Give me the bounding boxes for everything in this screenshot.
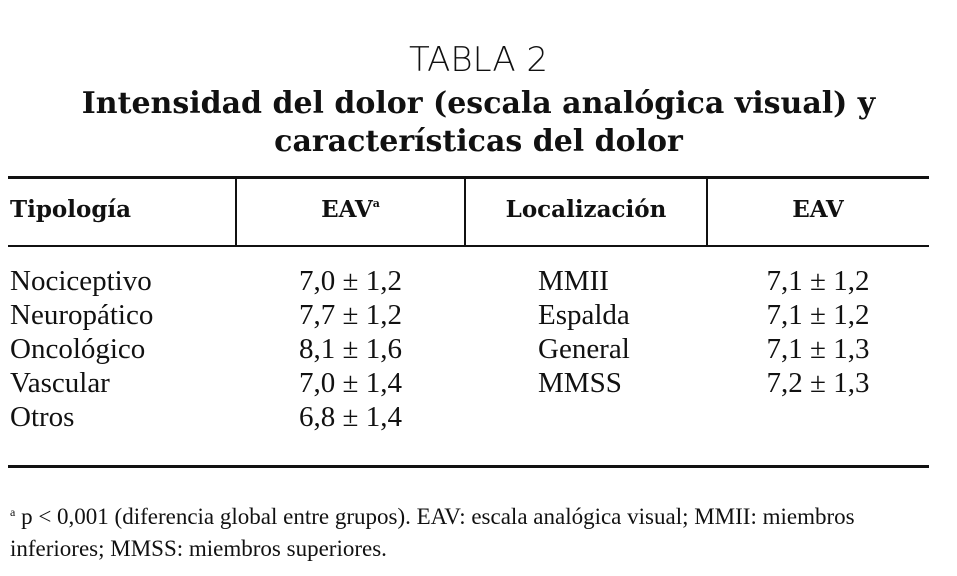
row-label: Vascular xyxy=(10,367,110,399)
cell-value: 7,1 ± 1,2 xyxy=(766,299,870,331)
footnote: a p < 0,001 (diferencia global entre gru… xyxy=(10,496,940,565)
column-separator xyxy=(235,178,237,247)
cell-value: 7,7 ± 1,2 xyxy=(299,299,402,331)
footnote-mark: a xyxy=(372,197,380,210)
cell-value: 6,8 ± 1,4 xyxy=(299,401,402,433)
table-label: TABLA 2 xyxy=(408,40,549,80)
header-rule xyxy=(8,245,929,247)
footnote-text: p < 0,001 (diferencia global entre grupo… xyxy=(10,504,855,561)
cell-value: 7,0 ± 1,4 xyxy=(299,367,402,399)
row-label: Neuropático xyxy=(10,299,154,331)
column-separator xyxy=(706,178,708,247)
row-label: Nociceptivo xyxy=(10,265,152,297)
top-rule xyxy=(8,176,929,179)
column-header: Localización xyxy=(505,196,667,223)
column-header: EAV xyxy=(792,196,844,223)
bottom-rule xyxy=(8,465,929,468)
row-label: Otros xyxy=(10,401,75,433)
cell-value: 7,2 ± 1,3 xyxy=(766,367,870,399)
column-header: EAVa xyxy=(236,196,465,223)
row-label: MMSS xyxy=(538,367,622,399)
row-label: Espalda xyxy=(538,299,630,331)
table-title: características del dolor xyxy=(274,124,683,159)
row-label: Oncológico xyxy=(10,333,146,365)
column-header-text: EAV xyxy=(321,196,373,223)
row-label: General xyxy=(538,333,630,365)
cell-value: 7,1 ± 1,2 xyxy=(766,265,870,297)
footnote-mark: a xyxy=(10,505,16,519)
cell-value: 7,0 ± 1,2 xyxy=(299,265,402,297)
cell-value: 8,1 ± 1,6 xyxy=(299,333,402,365)
column-separator xyxy=(464,178,466,247)
cell-value: 7,1 ± 1,3 xyxy=(766,333,870,365)
column-header: Tipología xyxy=(10,196,132,223)
table-title: Intensidad del dolor (escala analógica v… xyxy=(81,86,876,121)
row-label: MMII xyxy=(538,265,609,297)
